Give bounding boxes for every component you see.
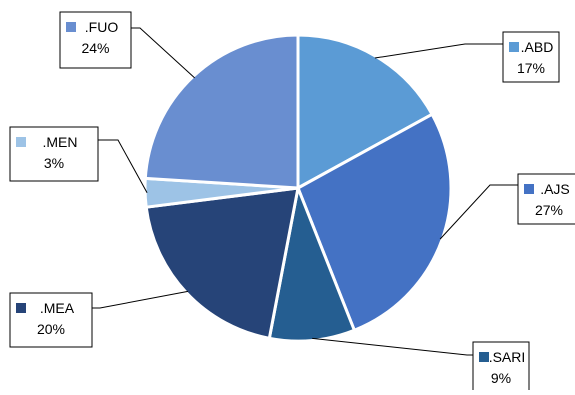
data-label-abd: .ABD 17% <box>502 31 560 83</box>
data-label-sari: .SARI 9% <box>472 341 530 393</box>
data-label-box <box>502 31 560 83</box>
data-label-value: 27% <box>535 202 563 218</box>
leader-line-mea <box>92 290 189 309</box>
pie-slice-ajs <box>296 112 453 332</box>
data-label-box <box>9 126 99 182</box>
legend-key-swatch <box>524 184 534 194</box>
data-label-mea: .MEA 20% <box>9 292 93 348</box>
leader-line-ajs <box>439 184 518 240</box>
data-label-box <box>472 341 530 393</box>
data-label-value: 17% <box>517 60 545 76</box>
data-label-category: .ABD <box>521 39 554 55</box>
legend-key-swatch <box>479 352 489 362</box>
data-label-box <box>9 292 93 348</box>
data-label-box <box>517 173 575 225</box>
data-label-men: .MEN 3% <box>9 126 99 182</box>
data-label-value: 9% <box>491 370 511 386</box>
data-label-category: .MEA <box>40 300 75 316</box>
data-label-ajs: .AJS 27% <box>517 173 575 225</box>
data-label-category: .FUO <box>85 19 119 35</box>
leader-line-abd <box>374 43 503 59</box>
leader-line-men <box>98 139 148 193</box>
data-label-value: 20% <box>37 321 65 337</box>
data-label-value: 24% <box>81 40 109 56</box>
leader-line-fuo <box>131 27 195 79</box>
pie-slice-fuo <box>143 33 300 190</box>
data-label-box <box>59 11 132 69</box>
pie-slice-mea <box>144 186 300 340</box>
data-label-category: .AJS <box>540 181 570 197</box>
pie-slice-abd <box>296 33 434 190</box>
leader-line-sari <box>312 337 473 356</box>
legend-key-swatch <box>16 137 26 147</box>
pie-slice-sari <box>267 186 356 343</box>
leader-lines <box>92 27 518 356</box>
data-label-category: .SARI <box>489 349 526 365</box>
legend-key-swatch <box>16 303 26 313</box>
data-label-fuo: .FUO 24% <box>59 11 132 69</box>
data-labels: .ABD 17% .AJS 27% .SARI 9% .MEA 20% .MEN 3% .FUO 24… <box>9 11 575 393</box>
data-label-category: .MEN <box>43 134 78 150</box>
pie-slices <box>143 33 453 343</box>
data-label-value: 3% <box>44 155 64 171</box>
legend-key-swatch <box>66 22 76 32</box>
legend-key-swatch <box>509 42 519 52</box>
